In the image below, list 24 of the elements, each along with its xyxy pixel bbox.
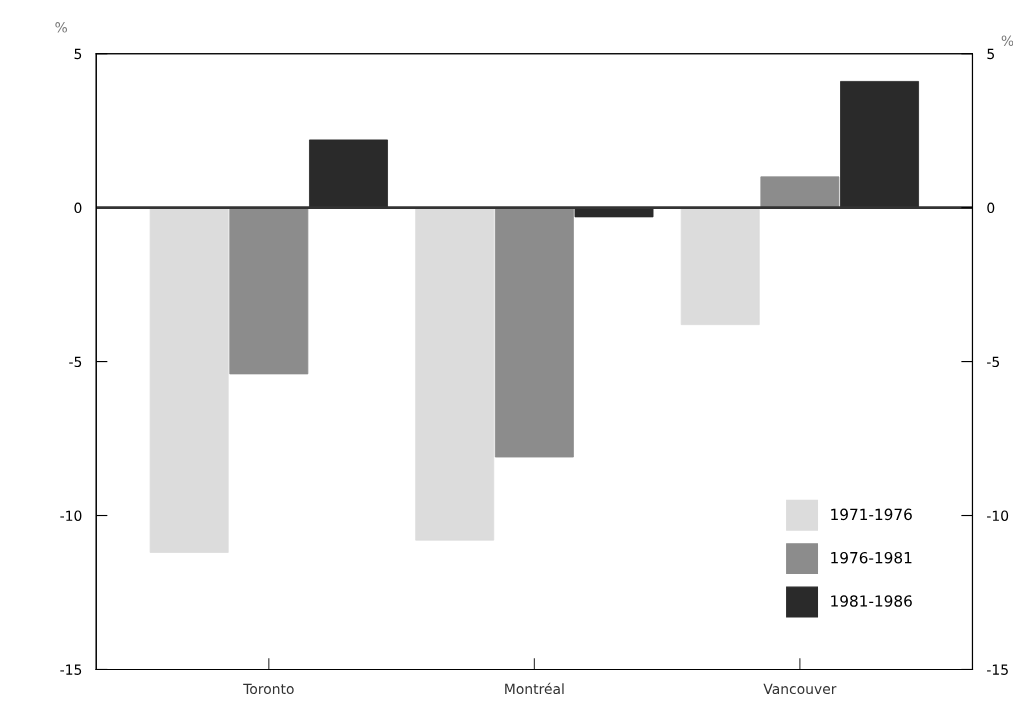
y-tick-label: -5 — [69, 356, 82, 368]
bar — [494, 207, 574, 458]
y-tick-label: 0 — [74, 202, 82, 214]
y2-tick-label: -5 — [987, 356, 999, 368]
y2-axis-title: % — [1001, 35, 1013, 46]
y-axis-title: % — [55, 22, 68, 33]
y-tick-label: 5 — [74, 48, 82, 60]
y2-tick-label: -15 — [987, 664, 1008, 675]
x-tick-label: Montréal — [505, 682, 564, 695]
y2-tick-label: 0 — [987, 202, 995, 214]
legend-label: 1981-1986 — [831, 595, 912, 607]
bar — [229, 207, 309, 375]
bar — [149, 207, 229, 553]
bar — [760, 176, 840, 209]
legend-label: 1976-1981 — [831, 551, 912, 564]
bar — [415, 207, 495, 541]
x-tick-label: Vancouver — [763, 683, 837, 695]
y2-tick-label: 5 — [987, 48, 994, 60]
bar — [680, 207, 760, 326]
y2-tick-label: -10 — [987, 510, 1009, 521]
y-tick-label: -10 — [60, 510, 82, 521]
legend-label: 1971-1976 — [831, 508, 912, 521]
y-tick-label: -15 — [60, 664, 82, 675]
x-tick-label: Toronto — [243, 683, 294, 695]
